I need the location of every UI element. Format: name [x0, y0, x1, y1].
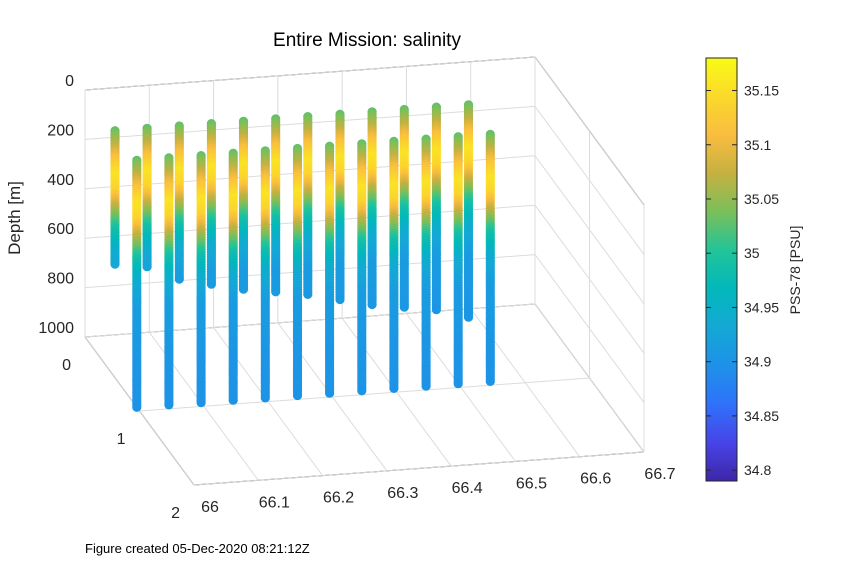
data-point — [367, 299, 377, 310]
data-point — [431, 305, 441, 315]
data-point — [357, 386, 367, 396]
data-point — [399, 302, 409, 312]
data-point — [228, 395, 238, 405]
data-point — [421, 381, 431, 391]
chart-title: Entire Mission: salinity — [273, 30, 461, 51]
data-point — [164, 400, 174, 410]
colorbar-tick-label: 34.9 — [744, 354, 771, 370]
colorbar: 34.8 34.85 34.9 34.95 35 35.05 35.1 35.15 — [705, 57, 779, 482]
data-point — [453, 379, 463, 389]
x-tick-label: 66.5 — [516, 475, 547, 492]
data-point — [292, 390, 303, 401]
colorbar-tick-label: 35.05 — [744, 191, 779, 207]
data-point — [260, 393, 270, 403]
data-point — [485, 376, 495, 386]
data-point — [206, 279, 216, 289]
z-tick-label: 0 — [65, 73, 74, 90]
y-tick-label: 0 — [62, 357, 71, 374]
colorbar-tick-label: 34.85 — [744, 408, 779, 424]
colorbar-tick-label: 34.8 — [744, 462, 771, 478]
x-tick-label: 66.4 — [452, 480, 483, 497]
z-tick-label: 200 — [47, 122, 74, 139]
colorbar-tick-label: 34.95 — [744, 299, 779, 315]
x-tick-label: 66.2 — [323, 490, 354, 507]
data-point — [196, 398, 206, 408]
x-tick-label: 66 — [201, 499, 219, 516]
figure-footer: Figure created 05-Dec-2020 08:21:12Z — [85, 541, 310, 556]
data-point — [325, 388, 335, 398]
z-tick-label: 1000 — [38, 320, 74, 337]
data-point — [132, 402, 142, 412]
data-point — [389, 383, 399, 393]
data-point — [463, 312, 474, 322]
z-tick-label: 800 — [47, 271, 74, 288]
colorbar-gradient — [705, 57, 738, 482]
colorbar-label: PSS-78 [PSU] — [787, 226, 803, 315]
data-point — [110, 259, 120, 269]
z-tick-label: 600 — [47, 221, 74, 238]
colorbar-tick-label: 35.15 — [744, 83, 779, 99]
y-tick-label: 1 — [117, 431, 126, 448]
y-tick-label: 2 — [171, 505, 180, 522]
data-point — [335, 294, 345, 305]
colorbar-tick-label: 35 — [744, 245, 760, 261]
data-point — [271, 287, 281, 297]
data-point — [303, 289, 313, 299]
z-tick-label: 400 — [47, 172, 74, 189]
tick-labels: 0 200 400 600 800 1000 66 66.1 66.2 66.3 66.4 66.5 6… — [38, 73, 675, 522]
x-tick-label: 66.3 — [387, 485, 418, 502]
x-tick-label: 66.6 — [580, 471, 611, 488]
data-point — [142, 262, 152, 272]
data-point — [174, 274, 184, 284]
z-axis-label: Depth [m] — [5, 181, 24, 255]
data-points — [110, 100, 495, 412]
x-tick-label: 66.7 — [644, 466, 675, 483]
data-point — [238, 284, 249, 294]
x-tick-label: 66.1 — [259, 494, 290, 511]
colorbar-tick-label: 35.1 — [744, 137, 771, 153]
